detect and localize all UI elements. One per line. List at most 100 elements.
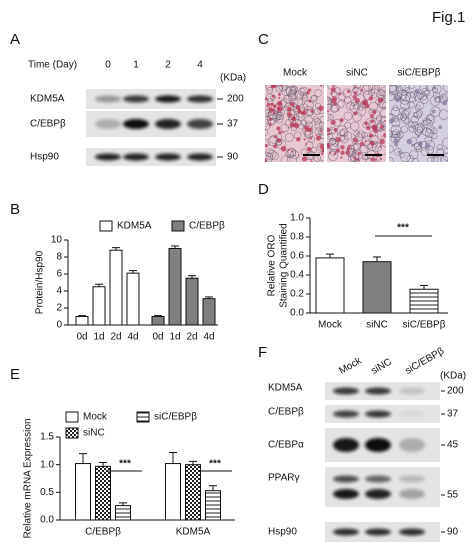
droplet [372,110,377,115]
droplet [370,114,374,118]
marker-label: 200 [227,94,244,105]
droplet [379,138,385,145]
droplet [265,97,268,101]
cell [362,135,373,146]
legend-swatch [65,411,79,423]
cell [416,126,423,133]
x-tick-label: 2d [110,332,121,343]
cell [442,85,448,93]
droplet [414,99,417,102]
cell [380,115,386,123]
marker-label: 37 [227,119,239,130]
cell [432,91,441,99]
band [187,95,213,103]
marker-label: 90 [227,152,239,163]
band [95,119,121,129]
droplet [330,92,333,95]
droplet [343,100,346,102]
cell [422,119,433,130]
cell [403,107,411,116]
row-label: Hsp90 [268,527,297,538]
band [333,528,359,536]
legend-label: KDM5A [117,221,152,232]
droplet [320,152,324,156]
cell [301,94,309,102]
droplet [356,158,360,162]
cell [377,89,385,96]
cell [421,87,429,96]
marker-label: 200 [447,386,464,397]
image-label: siNC [346,68,368,79]
y-tick-label: 1.5 [40,432,54,443]
cell [265,129,269,136]
cell [315,102,321,109]
cell [331,139,339,147]
band [187,119,213,129]
cell [420,95,429,105]
bar [362,261,392,314]
droplet [276,100,283,107]
band [333,475,359,483]
cell [312,115,319,122]
band [365,489,391,499]
droplet [310,160,313,162]
droplet [265,143,268,148]
bar [115,505,131,521]
droplet [289,122,295,128]
droplet [340,150,345,155]
cell [288,93,297,102]
droplet [379,145,382,148]
cell [275,85,284,93]
cell [412,111,419,118]
y-tick-label: 1.0 [40,459,54,470]
bar [409,288,439,314]
droplet [352,137,358,143]
panel-label: B [10,201,20,218]
droplet [337,108,340,111]
lane-label: 1 [133,60,139,71]
marker-label: 55 [447,490,459,501]
panel-label: A [10,31,20,48]
cell [425,128,435,138]
droplet [319,85,323,87]
droplet [406,138,412,145]
marker-label: 45 [447,440,459,451]
cell [353,85,361,90]
unit-label: (KDa) [220,73,246,84]
image-label: siC/EBPβ [398,68,441,79]
droplet [306,108,309,111]
droplet [339,118,344,123]
band [365,528,391,536]
droplet [397,130,400,133]
droplet [381,135,383,138]
cell [287,147,297,157]
micrograph [265,85,324,162]
band [333,387,359,395]
bar [205,490,221,521]
cell [284,133,294,142]
cell [389,130,393,138]
droplet [302,156,308,162]
y-tick-label: 1.0 [290,213,304,224]
legend-swatch [136,411,150,423]
band [333,489,359,499]
bar [202,298,216,326]
cell [389,92,395,101]
droplet [327,144,331,149]
bar [151,316,165,326]
droplet [384,119,386,122]
droplet [354,97,361,104]
bar [95,465,111,521]
cell [399,107,406,114]
droplet [296,137,301,142]
cell [413,124,424,135]
droplet [330,87,336,93]
cell [316,142,324,151]
cell [411,121,419,129]
band [399,489,425,499]
cell [432,85,442,95]
droplet [278,96,281,99]
cell [356,106,367,117]
cell [337,92,346,101]
cell [391,129,401,138]
